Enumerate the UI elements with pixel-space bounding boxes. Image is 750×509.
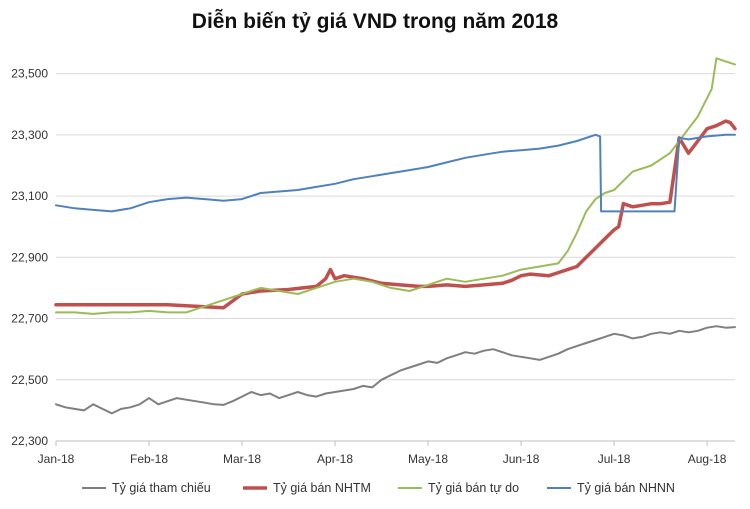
x-tick-label: May-18	[408, 452, 448, 466]
x-tick-label: Jul-18	[598, 452, 631, 466]
x-tick-label: Jan-18	[38, 452, 75, 466]
series-line-4	[55, 133, 736, 213]
legend-label-4: Tỷ giá bán NHNN	[577, 481, 675, 495]
legend: Tỷ giá tham chiếu Tỷ giá bán NHTM Tỷ giá b…	[82, 481, 675, 495]
series-line-3	[55, 57, 736, 315]
x-tick-label: Mar-18	[223, 452, 261, 466]
chart-title: Diễn biến tỷ giá VND trong năm 2018	[191, 10, 559, 33]
x-tick-label: Apr-18	[317, 452, 353, 466]
series-line-2	[54, 119, 737, 310]
gridlines	[56, 73, 735, 442]
legend-label-2: Tỷ giá bán NHTM	[273, 481, 371, 495]
series-lines	[54, 57, 737, 415]
legend-label-1: Tỷ giá tham chiếu	[112, 481, 211, 495]
x-tick-label: Jun-18	[503, 452, 540, 466]
y-tick-label: 22,300	[11, 434, 48, 448]
y-tick-label: 23,100	[11, 189, 48, 203]
y-tick-label: 22,700	[11, 312, 48, 326]
legend-label-3: Tỷ giá bán tự do	[428, 481, 519, 495]
x-tick-label: Feb-18	[130, 452, 168, 466]
y-tick-label: 22,500	[11, 373, 48, 387]
axes: 22,300 22,500 22,700 22,900 23,100 23,300 23,5…	[11, 67, 735, 466]
y-tick-label: 23,500	[11, 67, 48, 81]
y-tick-label: 23,300	[11, 128, 48, 142]
x-tick-label: Aug-18	[688, 452, 727, 466]
y-tick-label: 22,900	[11, 250, 48, 264]
series-line-1	[55, 325, 736, 415]
